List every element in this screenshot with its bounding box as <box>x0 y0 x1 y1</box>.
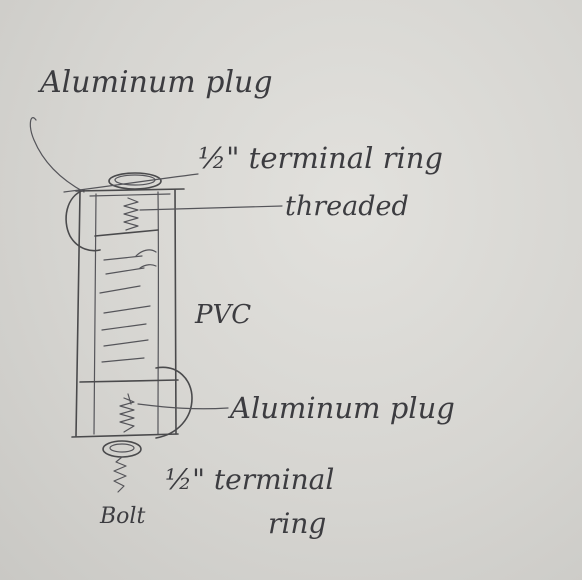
label-bottom-ring: ring <box>268 507 327 540</box>
pvc-outer-right-wall <box>174 189 177 435</box>
bolt-squiggle <box>113 456 127 493</box>
label-top-terminal-ring: ½" terminal ring <box>198 141 443 175</box>
top-terminal-ring <box>108 172 162 190</box>
label-threaded: threaded <box>285 191 409 222</box>
leader-top-ring <box>63 173 199 193</box>
bottom-plug-circle <box>155 366 193 439</box>
leader-threaded <box>139 205 283 211</box>
pvc-hatching <box>99 249 157 363</box>
bottom-plug-edge <box>79 379 179 383</box>
top-plug-circle <box>65 189 101 252</box>
pvc-outer-left-wall <box>75 191 81 437</box>
top-thread <box>123 197 139 231</box>
label-bottom-terminal: ½" terminal <box>165 463 335 496</box>
top-plug-edge <box>94 229 159 237</box>
label-pvc: PVC <box>195 300 252 330</box>
label-bolt: Bolt <box>100 504 146 529</box>
label-bottom-aluminum-plug: Aluminum plug <box>230 391 455 425</box>
pvc-inner-left-wall <box>93 193 97 435</box>
leader-top-plug <box>29 117 85 193</box>
label-top-aluminum-plug: Aluminum plug <box>40 65 273 100</box>
bottom-thread <box>119 397 135 433</box>
leader-bottom-plug <box>137 403 229 410</box>
